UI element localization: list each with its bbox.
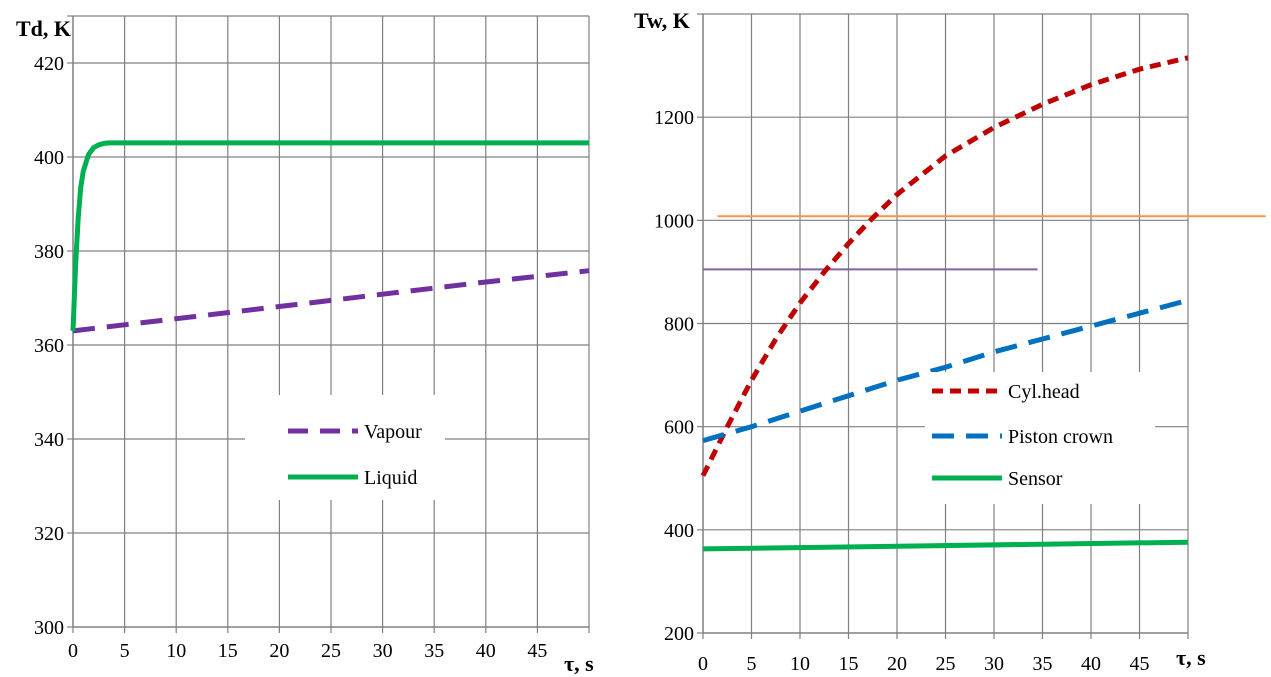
right-y-axis-label: Tw, K [634, 8, 690, 33]
right-xtick-label-0: 0 [698, 653, 708, 675]
right-axes [697, 13, 1189, 639]
left-series [70, 140, 590, 334]
right-ytick-label-200: 200 [664, 623, 694, 645]
series-line-sensor [702, 539, 1189, 552]
left-xtick-label-20: 20 [269, 640, 289, 662]
series-line-piston-crown [702, 297, 1189, 444]
right-xtick-label-5: 5 [747, 653, 757, 675]
right-ytick-label-400: 400 [664, 520, 694, 542]
legend-label-sensor: Sensor [1008, 468, 1063, 490]
left-ytick-label-380: 380 [34, 241, 64, 263]
series-line-liquid [70, 140, 589, 331]
left-xtick-label-15: 15 [218, 640, 238, 662]
left-y-axis-label: Td, K [16, 16, 71, 41]
right-ytick-label-600: 600 [664, 417, 694, 439]
right-xtick-label-15: 15 [839, 653, 859, 675]
right-ytick-label-1000: 1000 [654, 210, 694, 232]
left-xtick-label-5: 5 [120, 640, 130, 662]
left-ytick-label-420: 420 [34, 53, 64, 75]
right-legend-box [925, 372, 1155, 504]
left-ytick-label-320: 320 [34, 523, 64, 545]
left-xtick-label-45: 45 [527, 640, 547, 662]
right-grid [703, 13, 1189, 633]
left-ytick-label-360: 360 [34, 335, 64, 357]
right-xtick-label-10: 10 [790, 653, 810, 675]
legend-label-vapour: Vapour [364, 421, 422, 443]
series-line-vapour [72, 268, 590, 334]
legend-label-piston-crown: Piston crown [1008, 426, 1113, 448]
left-tick-labels: 0 5 10 15 20 25 30 35 40 45 300 320 340 360 380 400 420 [34, 53, 547, 662]
left-xtick-label-30: 30 [373, 640, 393, 662]
right-xtick-label-20: 20 [887, 653, 907, 675]
left-xtick-label-40: 40 [476, 640, 496, 662]
right-tick-labels: 0 5 10 15 20 25 30 35 40 45 200 400 600 800 1000 1200 [654, 107, 1150, 675]
left-xtick-label-0: 0 [68, 640, 78, 662]
legend-label-cyl-head: Cyl.head [1008, 381, 1080, 403]
right-xtick-label-45: 45 [1130, 653, 1150, 675]
chart-right-wall-temperature: 0 5 10 15 20 25 30 35 40 45 200 400 600 800 1000 1200 C… [634, 8, 1266, 675]
right-x-axis-label: τ, s [1176, 645, 1206, 670]
left-ytick-label-340: 340 [34, 429, 64, 451]
left-xtick-label-25: 25 [321, 640, 341, 662]
left-x-axis-label: τ, s [564, 651, 594, 676]
right-xtick-label-30: 30 [984, 653, 1004, 675]
right-xtick-label-25: 25 [936, 653, 956, 675]
left-grid [73, 15, 590, 627]
right-xtick-label-35: 35 [1033, 653, 1053, 675]
left-legend-box [245, 395, 445, 500]
left-xtick-label-35: 35 [424, 640, 444, 662]
right-series [700, 55, 1189, 552]
right-reference-lines [703, 215, 1266, 271]
left-ytick-label-400: 400 [34, 147, 64, 169]
right-ytick-label-800: 800 [664, 314, 694, 336]
chart-left-droplet-temperature: 0 5 10 15 20 25 30 35 40 45300320340360380400420 … [16, 15, 594, 676]
left-ytick-label-300: 300 [34, 617, 64, 639]
legend-label-liquid: Liquid [364, 467, 417, 489]
left-xtick-label-10: 10 [166, 640, 186, 662]
right-xtick-label-40: 40 [1081, 653, 1101, 675]
series-line-cyl-head [700, 55, 1189, 477]
right-ytick-label-1200: 1200 [654, 107, 694, 129]
